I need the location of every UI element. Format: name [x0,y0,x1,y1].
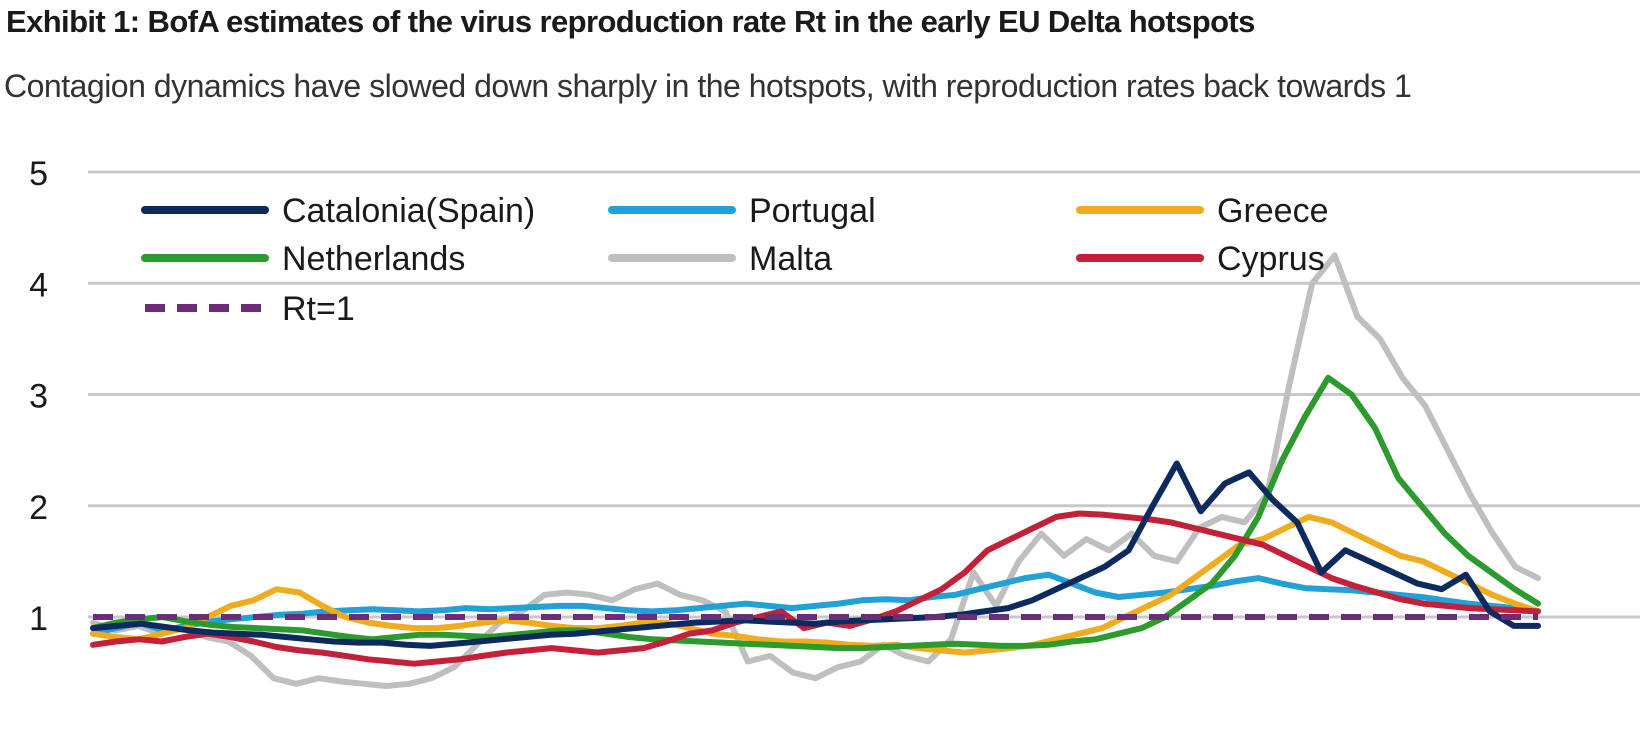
series-line-catalonia-spain [90,460,1541,649]
y-tick-label: 1 [29,600,48,638]
legend-label: Rt=1 [282,290,355,328]
legend-label: Catalonia(Spain) [282,192,535,230]
series-line-netherlands [90,374,1541,652]
y-tick-label: 2 [29,489,48,527]
legend-label: Netherlands [282,240,465,278]
y-tick-label: 4 [29,266,48,304]
legend-label: Malta [749,240,832,278]
y-axis-ticks: 1 2 3 4 5 [29,155,48,638]
y-tick-label: 5 [29,155,48,193]
series-lines [90,252,1541,689]
chart-subtitle: Contagion dynamics have slowed down shar… [4,68,1412,104]
legend-label: Portugal [749,192,876,230]
legend-label: Cyprus [1217,240,1325,278]
series-line-malta [90,252,1541,689]
gridlines [88,170,1640,619]
legend-label: Greece [1217,192,1329,230]
y-tick-label: 3 [29,378,48,416]
legend: Catalonia(Spain) Portugal Greece Netherland… [141,192,1329,328]
chart-title: Exhibit 1: BofA estimates of the virus r… [6,4,1255,39]
